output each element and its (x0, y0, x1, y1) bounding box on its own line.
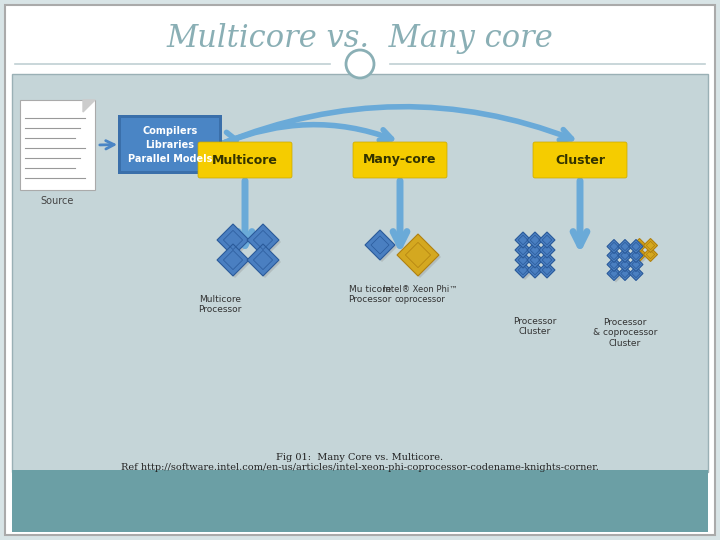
Polygon shape (634, 249, 649, 264)
Polygon shape (219, 246, 251, 278)
FancyBboxPatch shape (353, 142, 447, 178)
Polygon shape (629, 240, 643, 253)
FancyBboxPatch shape (121, 118, 219, 171)
Polygon shape (607, 248, 621, 262)
Polygon shape (397, 234, 439, 276)
FancyBboxPatch shape (12, 74, 708, 472)
Polygon shape (609, 268, 623, 282)
Circle shape (346, 50, 374, 78)
Circle shape (351, 55, 369, 73)
Polygon shape (219, 226, 251, 258)
Polygon shape (632, 239, 647, 253)
Polygon shape (527, 252, 543, 268)
FancyBboxPatch shape (5, 5, 715, 535)
Text: Mu ticore
Processor: Mu ticore Processor (348, 285, 392, 305)
Polygon shape (399, 236, 441, 278)
Polygon shape (515, 232, 531, 248)
Polygon shape (249, 226, 281, 258)
Polygon shape (515, 262, 531, 278)
FancyBboxPatch shape (12, 470, 708, 532)
Polygon shape (539, 252, 555, 268)
Polygon shape (618, 267, 632, 280)
Polygon shape (539, 262, 555, 278)
Polygon shape (618, 240, 632, 253)
Polygon shape (83, 100, 95, 112)
Polygon shape (527, 232, 543, 248)
Text: Compilers
Libraries
Parallel Models: Compilers Libraries Parallel Models (128, 125, 212, 164)
Text: Fig 01:  Many Core vs. Multicore.: Fig 01: Many Core vs. Multicore. (276, 454, 444, 462)
Polygon shape (607, 258, 621, 272)
Polygon shape (629, 248, 643, 262)
FancyBboxPatch shape (533, 142, 627, 178)
Text: Multicore vs.  Many core: Multicore vs. Many core (166, 23, 554, 53)
Polygon shape (217, 224, 249, 256)
Polygon shape (607, 240, 621, 253)
Polygon shape (247, 244, 279, 276)
Polygon shape (629, 258, 643, 272)
Text: Multicore: Multicore (212, 153, 278, 166)
Polygon shape (644, 247, 657, 261)
FancyBboxPatch shape (118, 115, 222, 174)
Text: Cluster: Cluster (555, 153, 605, 166)
FancyBboxPatch shape (20, 100, 95, 190)
Text: Intel® Xeon Phi™
coprocessor: Intel® Xeon Phi™ coprocessor (383, 285, 457, 305)
Polygon shape (217, 244, 249, 276)
Polygon shape (515, 242, 531, 258)
FancyBboxPatch shape (198, 142, 292, 178)
Polygon shape (527, 242, 543, 258)
Polygon shape (517, 264, 533, 280)
Text: Source: Source (41, 196, 74, 206)
Polygon shape (607, 267, 621, 280)
Polygon shape (539, 242, 555, 258)
Text: Ref http://software.intel.com/en-us/articles/intel-xeon-phi-coprocessor-codename: Ref http://software.intel.com/en-us/arti… (121, 462, 599, 471)
Polygon shape (618, 248, 632, 262)
Text: Many-core: Many-core (364, 153, 437, 166)
Text: Processor
& coprocessor
Cluster: Processor & coprocessor Cluster (593, 318, 657, 348)
Polygon shape (539, 232, 555, 248)
Polygon shape (527, 262, 543, 278)
Polygon shape (618, 258, 632, 272)
Polygon shape (249, 246, 281, 278)
Polygon shape (367, 232, 397, 262)
Polygon shape (365, 230, 395, 260)
Polygon shape (644, 239, 657, 253)
Text: Processor
Cluster: Processor Cluster (513, 317, 557, 336)
Polygon shape (515, 252, 531, 268)
Polygon shape (629, 267, 643, 280)
Polygon shape (632, 247, 647, 261)
Text: Multicore
Processor: Multicore Processor (198, 295, 242, 314)
Polygon shape (247, 224, 279, 256)
